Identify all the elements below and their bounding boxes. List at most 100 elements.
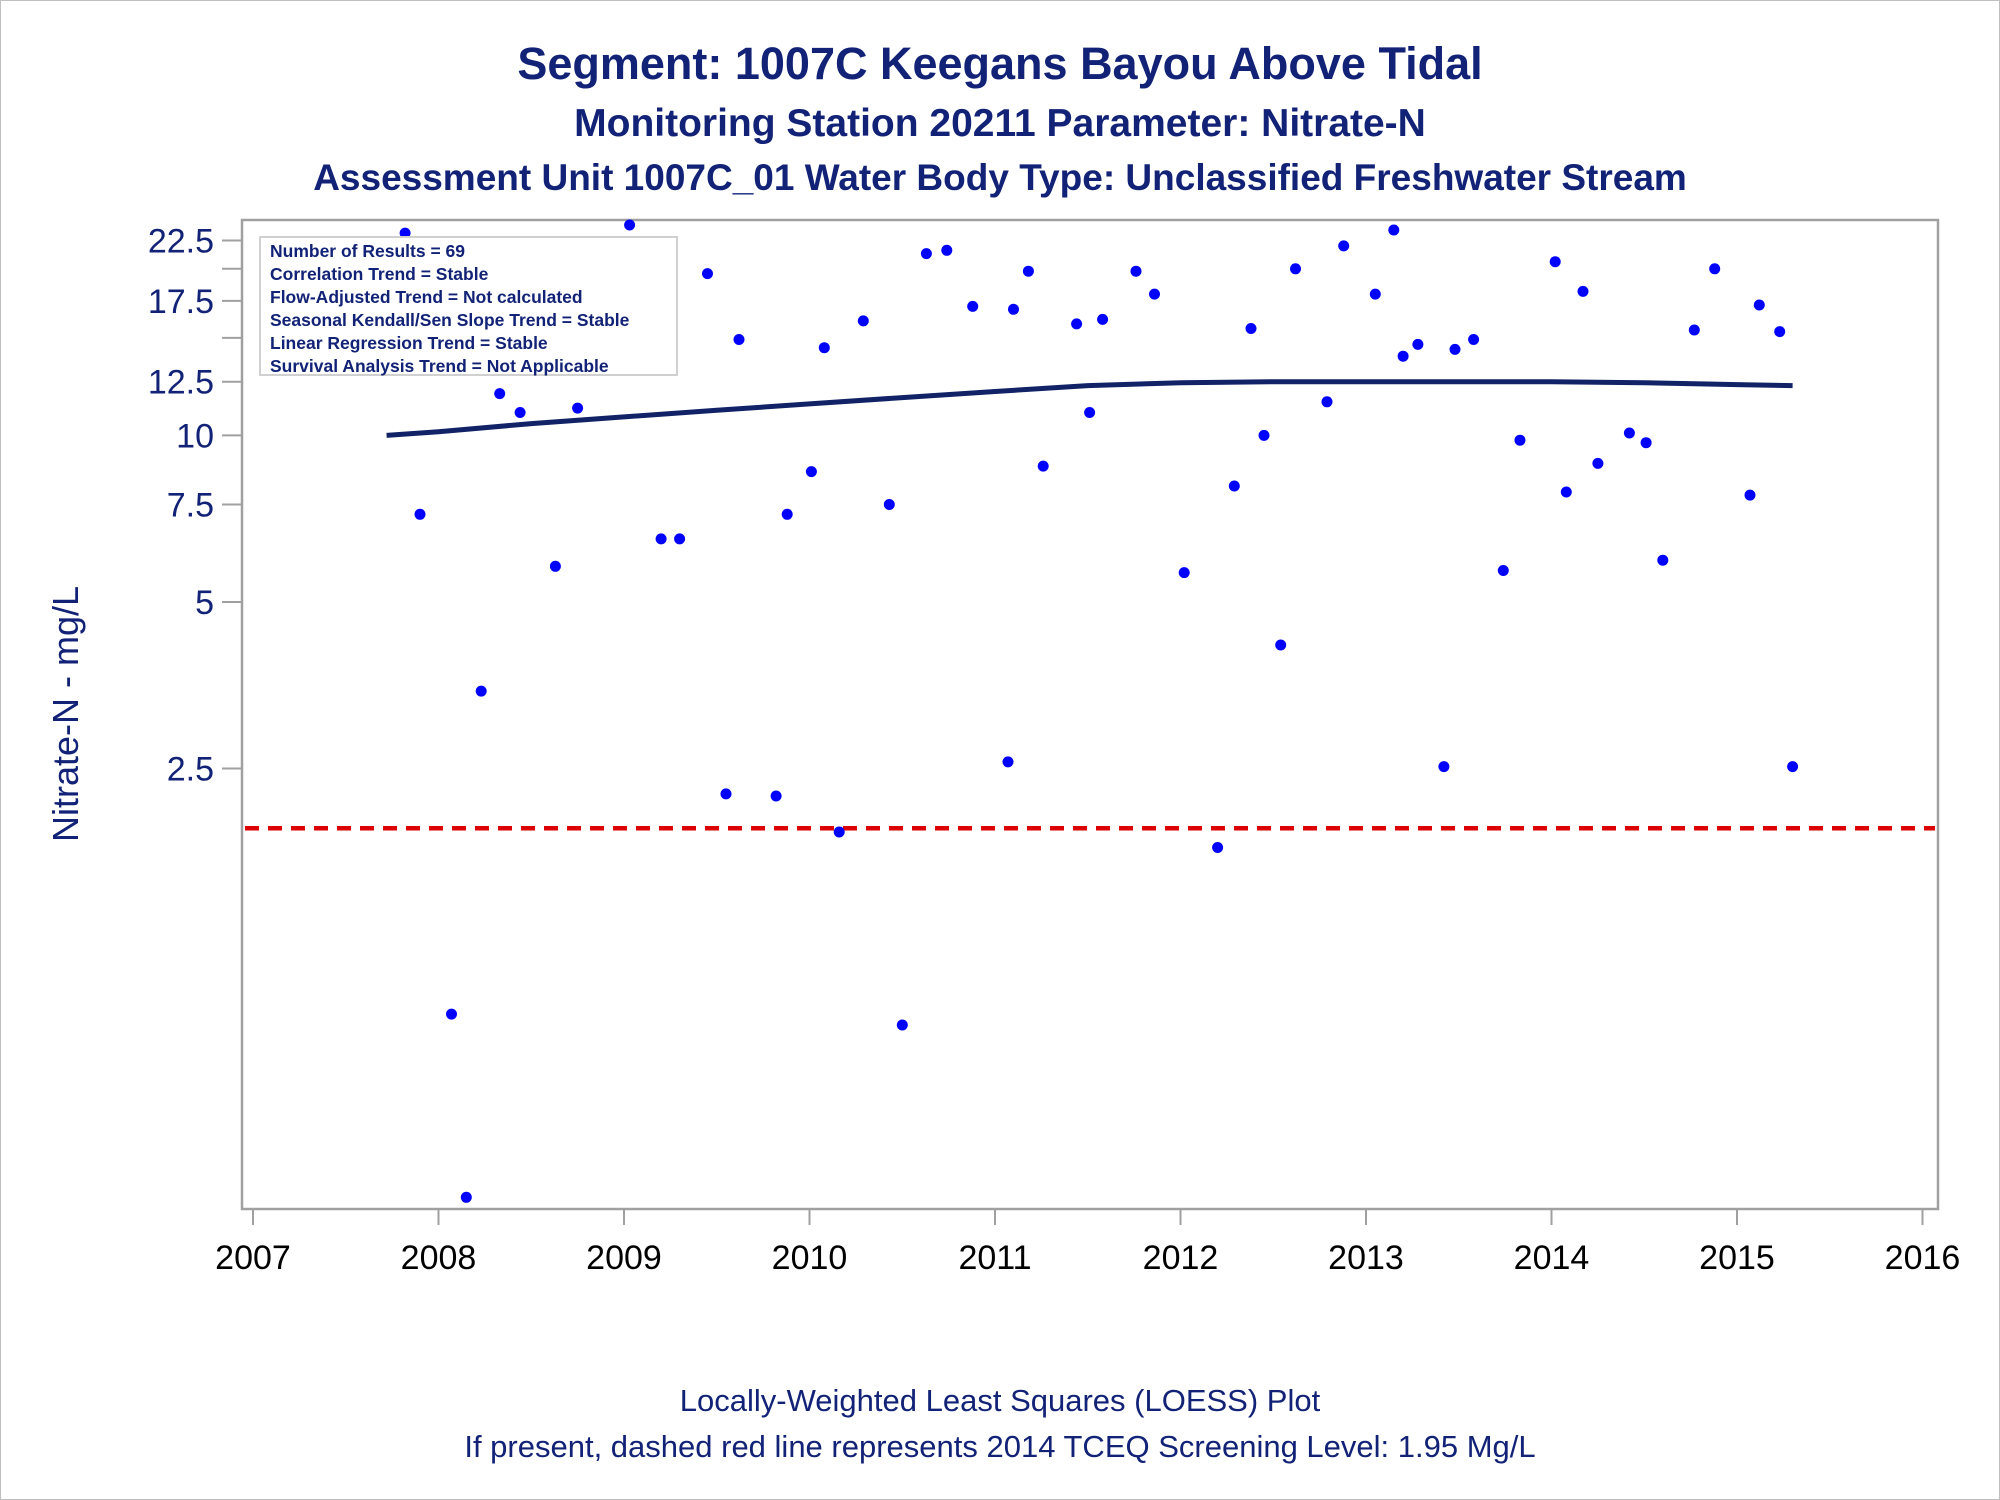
data-point [1245,323,1257,334]
data-point [818,342,830,354]
data-point [1130,265,1142,277]
data-point [494,388,506,400]
footnote-screening-level: If present, dashed red line represents 2… [464,1429,1536,1464]
data-point [1468,334,1480,345]
data-point [1753,299,1765,311]
data-point [1228,480,1240,492]
x-tick-label: 2008 [401,1239,477,1277]
x-axis: 2007 2008 2009 2010 2011 2012 2013 2014 2015 2016 [215,1209,1960,1277]
data-point [702,268,713,280]
data-point [1449,343,1461,355]
data-point [1560,486,1572,498]
data-point [920,248,932,260]
data-point [1071,318,1083,330]
chart-subtitle-2: Assessment Unit 1007C_01 Water Body Type… [313,157,1687,198]
data-point [1369,288,1381,300]
stat-line: Number of Results = 69 [270,241,465,261]
x-tick-label: 2010 [772,1239,848,1277]
data-point [1321,396,1333,408]
data-point [896,1019,908,1031]
data-point [549,560,561,572]
data-point [1084,407,1096,418]
data-point [1549,256,1561,268]
loess-line [386,379,1793,438]
data-point [1212,842,1224,853]
data-point [1688,324,1700,336]
data-point [1388,224,1400,236]
data-point [1275,639,1287,651]
data-point [883,499,895,510]
data-point [805,466,817,478]
data-point [414,508,426,520]
x-tick-label: 2012 [1143,1239,1219,1277]
y-tick-label: 17.5 [148,283,214,321]
y-tick-label: 12.5 [148,364,214,402]
y-axis-label: Nitrate-N - mg/L [45,586,86,842]
data-point [446,1008,457,1020]
data-point [941,244,953,256]
y-tick-label: 22.5 [148,222,214,260]
data-point [1709,263,1721,275]
data-point [1438,761,1450,773]
trend-statistics-box: Number of Results = 69 Correlation Trend … [259,236,678,376]
stat-line: Survival Analysis Trend = Not Applicable [270,356,609,376]
data-point [1258,429,1270,441]
data-point [733,334,745,345]
data-point [1744,489,1756,501]
data-point [1037,460,1049,472]
chart-title: Segment: 1007C Keegans Bayou Above Tidal [517,38,1483,89]
x-tick-label: 2014 [1514,1239,1590,1277]
data-point [460,1191,472,1203]
data-point [655,533,667,545]
data-point [514,407,526,418]
data-point [1097,313,1109,325]
data-point [674,533,686,545]
data-point [1022,265,1034,277]
data-point [1577,285,1589,297]
data-point [967,300,979,312]
x-tick-label: 2016 [1885,1239,1961,1277]
stat-line: Correlation Trend = Stable [270,264,489,284]
data-point [1290,263,1301,275]
y-tick-label: 2.5 [167,751,214,789]
data-point [781,508,793,520]
data-point [1514,434,1526,446]
data-point [1002,756,1014,768]
data-point [720,788,732,800]
data-point [1008,303,1019,315]
data-point [1623,427,1635,439]
plot-area-border [240,218,1940,1211]
data-point [833,826,845,838]
x-tick-label: 2007 [215,1239,291,1277]
data-point [1657,554,1669,566]
data-point [1397,350,1409,362]
data-point [1787,761,1799,773]
data-point [624,219,636,231]
stat-line: Flow-Adjusted Trend = Not calculated [270,287,583,307]
data-point [770,790,782,802]
data-point [1149,288,1160,300]
chart-subtitle: Monitoring Station 20211 Parameter: Nitr… [574,102,1426,145]
x-tick-label: 2015 [1699,1239,1775,1277]
y-tick-label: 10 [176,417,214,455]
x-tick-label: 2009 [586,1239,662,1277]
stat-line: Seasonal Kendall/Sen Slope Trend = Stabl… [270,310,630,330]
y-tick-label: 7.5 [167,487,214,525]
data-point [1592,457,1604,469]
stat-line: Linear Regression Trend = Stable [270,333,548,353]
data-point [1640,437,1652,449]
footnote-loess: Locally-Weighted Least Squares (LOESS) P… [679,1383,1321,1418]
y-axis: 2.5 5 7.5 10 12.5 17.5 22.5 [148,222,242,789]
y-tick-label: 5 [195,584,214,622]
data-point [1774,326,1786,338]
x-tick-label: 2011 [958,1239,1031,1277]
data-point [475,685,487,697]
x-tick-label: 2013 [1328,1239,1404,1277]
data-point [1497,565,1509,576]
data-point [1338,240,1350,252]
data-point [1178,567,1190,579]
data-point [1412,338,1424,350]
data-point [857,315,869,327]
data-points [381,219,1799,1203]
